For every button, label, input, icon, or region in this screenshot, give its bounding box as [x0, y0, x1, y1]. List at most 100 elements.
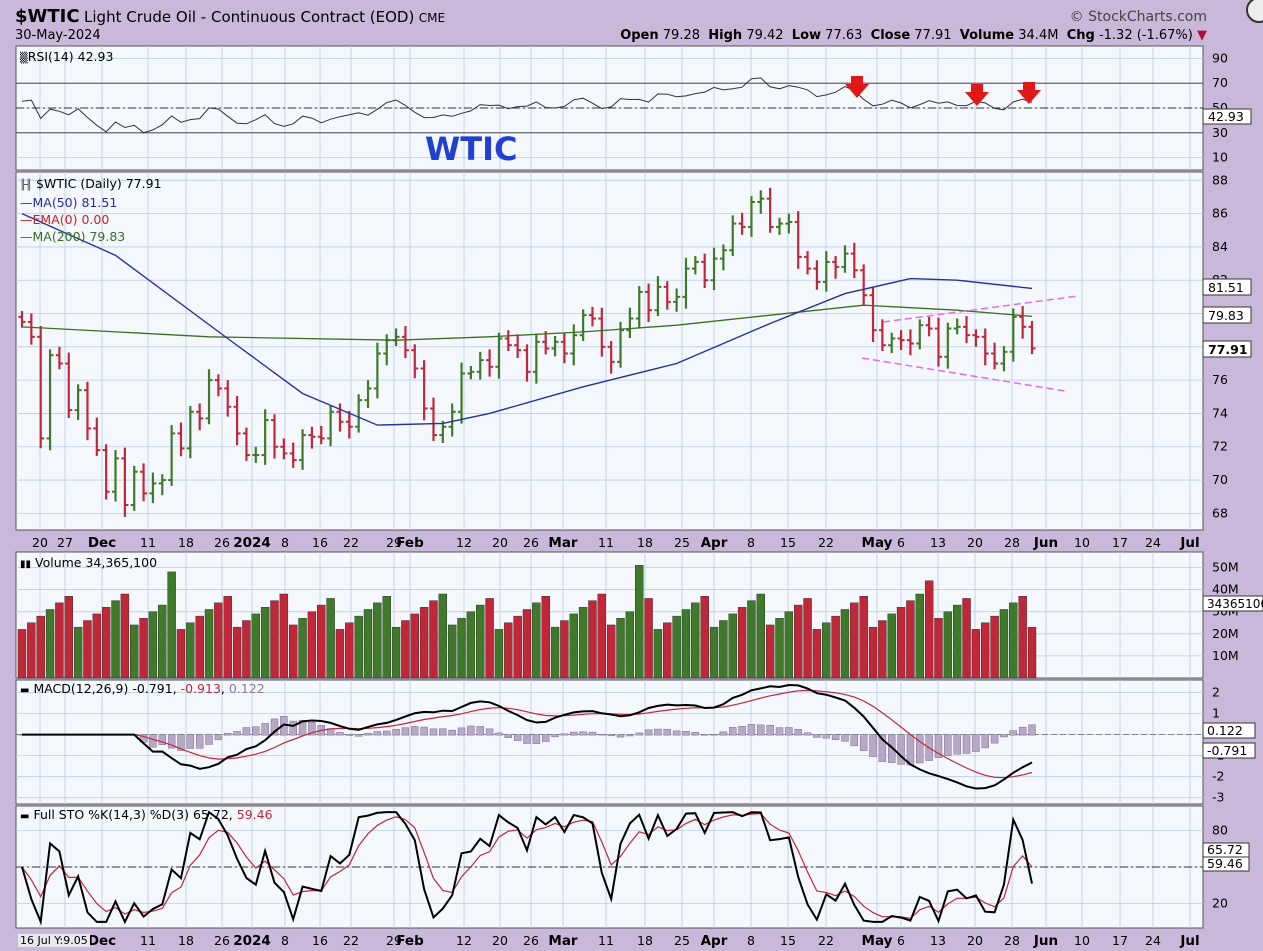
volume-bar [354, 615, 363, 679]
volume-bar [204, 609, 214, 679]
price-x-tick: 18 [178, 535, 194, 550]
panel-price [15, 171, 1204, 531]
value-tag-box [1202, 306, 1252, 324]
volume-bar [756, 593, 765, 679]
price-y-tick: 70 [1212, 472, 1228, 487]
macd-histogram-bar [476, 726, 484, 736]
price-bar [551, 336, 559, 357]
price-bar [635, 286, 643, 329]
macd-histogram-bar [542, 734, 550, 742]
volume-bar [401, 620, 410, 679]
price-bar [663, 281, 671, 310]
price-bar [27, 313, 35, 345]
bottom-x-tick: 8 [747, 933, 755, 948]
volume-bar [298, 618, 307, 679]
volume-bar [999, 609, 1009, 679]
macd-histogram-bar [495, 732, 503, 736]
price-bar [130, 465, 138, 511]
price-bar [888, 332, 896, 353]
price-x-tick: Jul [1179, 535, 1199, 551]
bottom-x-tick: 13 [930, 933, 946, 948]
macd-histogram-bar [579, 731, 587, 736]
volume-bar [831, 615, 840, 679]
price-bar [542, 331, 550, 355]
volume-bar [812, 629, 822, 679]
rsi-value-tag: 42.93 [1208, 109, 1244, 124]
price-bar [355, 394, 363, 433]
bottom-x-tick: Feb [396, 933, 424, 949]
value-tag-box [1202, 856, 1250, 872]
close-icon[interactable] [1246, 0, 1263, 23]
price-bar [1000, 346, 1008, 372]
macd-histogram-bar [616, 734, 625, 738]
macd-histogram-bar [981, 734, 989, 749]
price-bar [74, 384, 82, 420]
chart-title: $WTIC Light Crude Oil - Continuous Contr… [15, 6, 445, 27]
volume-bar [775, 618, 784, 679]
price-x-tick: 11 [140, 535, 156, 550]
price-x-tick: 26 [523, 535, 539, 550]
price-bar [747, 196, 755, 237]
bottom-x-tick: 6 [897, 933, 905, 948]
price-x-tick: 2024 [233, 535, 271, 551]
volume-bar [73, 626, 83, 679]
volume-bar [419, 607, 429, 679]
volume-bar [186, 622, 195, 679]
bottom-x-tick: 11 [140, 933, 156, 948]
macd-value-tag: -0.791 [1207, 743, 1247, 758]
volume-bar [242, 620, 251, 679]
bottom-x-tick: 10 [1074, 933, 1090, 948]
volume-bar [550, 626, 560, 679]
volume-bar [345, 622, 354, 679]
volume-bar [64, 596, 73, 679]
price-bar [757, 190, 765, 214]
volume-bar [111, 600, 120, 679]
rsi-y-tick: 10 [1212, 150, 1228, 165]
volume-bar [1009, 602, 1018, 679]
volume-bar [653, 629, 663, 679]
macd-histogram-bar [149, 734, 157, 748]
price-bar [514, 334, 522, 358]
bottom-x-tick: Dec [88, 933, 116, 949]
volume-bar [176, 629, 186, 679]
macd-histogram-bar [738, 726, 746, 736]
price-bar [897, 330, 905, 351]
price-bar [196, 403, 204, 431]
bottom-x-tick: 20 [492, 933, 508, 948]
volume-bar [981, 622, 990, 679]
volume-bar [391, 626, 401, 679]
price-bar [439, 420, 447, 443]
volume-bar [148, 611, 158, 679]
volume-bar [784, 611, 794, 679]
macd-histogram-bar [859, 734, 868, 751]
volume-bar [429, 600, 438, 679]
volume-bar [326, 598, 335, 679]
macd-histogram-bar [916, 734, 924, 764]
price-bar [925, 316, 933, 337]
volume-bar [17, 629, 27, 679]
macd-histogram-bar [757, 724, 765, 736]
price-bar [794, 211, 802, 269]
macd-histogram-bar [439, 728, 447, 736]
price-y-tick: 88 [1212, 172, 1228, 187]
legend-ma200: —MA(200) 79.83 [20, 229, 126, 244]
macd-line [22, 683, 1033, 790]
price-bar [242, 427, 250, 461]
macd-histogram-bar [654, 728, 662, 736]
macd-histogram-bar [429, 728, 438, 736]
price-x-tick: 22 [343, 535, 359, 550]
volume-bar [55, 602, 64, 679]
price-bar [682, 257, 690, 309]
macd-histogram-bar [607, 734, 615, 737]
panel-macd [15, 679, 1204, 805]
price-x-tick: Dec [88, 535, 116, 551]
volume-bar [765, 624, 775, 679]
volume-bar [513, 615, 522, 679]
price-bar [523, 344, 531, 382]
line-swatch-icon: — [20, 195, 33, 210]
volume-bar [794, 604, 803, 679]
volume-bar [709, 626, 719, 679]
price-bar [476, 351, 484, 380]
macd-histogram-bar [672, 730, 681, 736]
macd-histogram-bar [261, 723, 269, 736]
